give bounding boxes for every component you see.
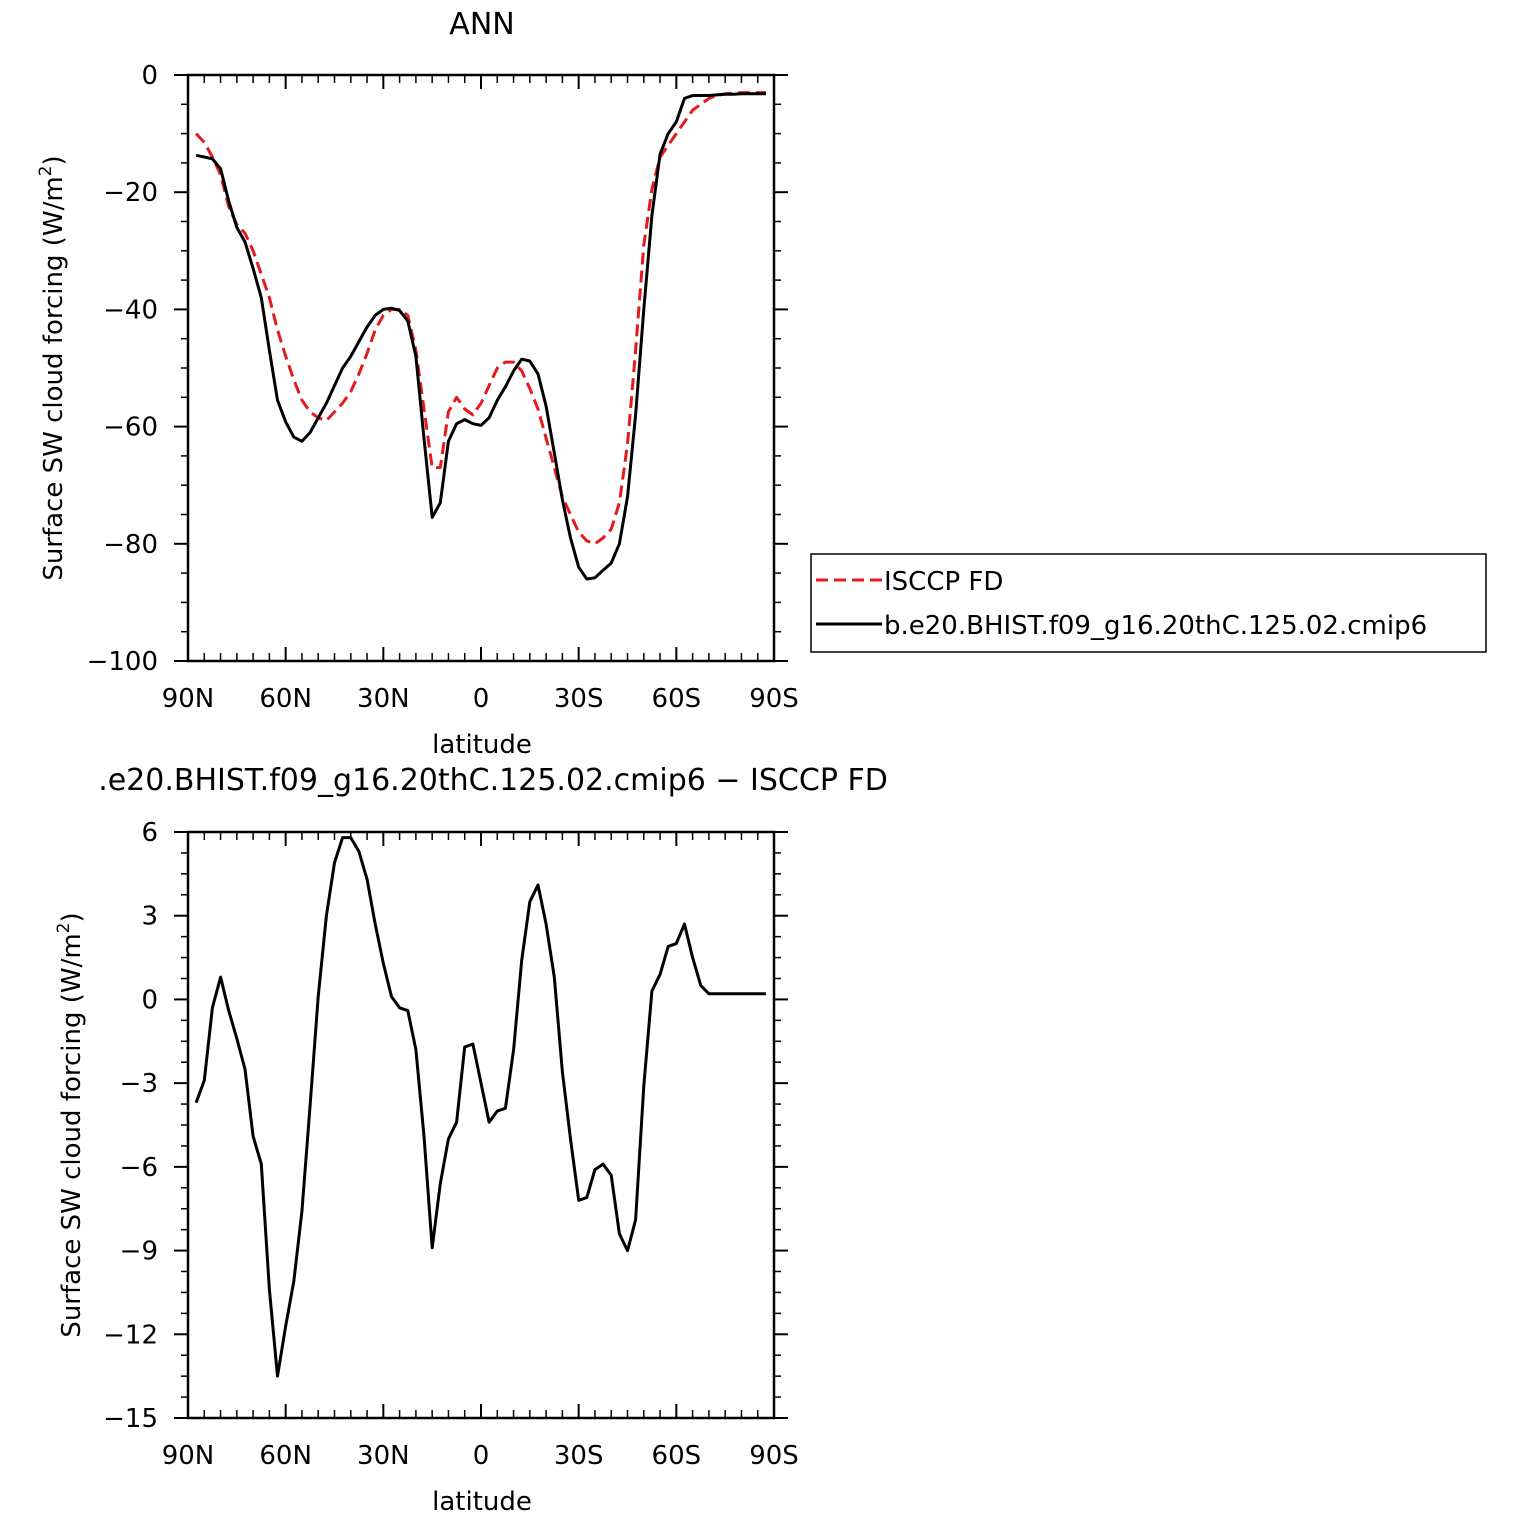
legend-label-model: b.e20.BHIST.f09_g16.20thC.125.02.cmip6	[884, 611, 1427, 641]
top-chart-y-tick-label: −80	[103, 530, 158, 560]
bottom-chart-y-axis-label-main: Surface SW cloud forcing (W/m	[57, 933, 87, 1337]
top-chart-y-axis-label-sup: 2	[36, 165, 56, 176]
bottom-chart-plot-frame	[188, 832, 774, 1418]
top-chart-y-axis-label: Surface SW cloud forcing (W/m2)	[36, 155, 69, 580]
top-chart-y-tick-label: 0	[141, 61, 158, 91]
bottom-chart-y-tick-label: 3	[141, 902, 158, 932]
top-chart-y-tick-label: −20	[103, 178, 158, 208]
top-chart-y-tick-label: −100	[87, 647, 158, 677]
bottom-chart-y-axis-label-sup: 2	[54, 922, 74, 933]
bottom-chart-series-group	[196, 838, 766, 1377]
bottom-chart-x-tick-label: 90N	[162, 1441, 215, 1471]
top-chart-x-tick-label: 90S	[749, 684, 799, 714]
top-chart-x-tick-label: 30N	[357, 684, 410, 714]
bottom-chart-y-tick-label: −6	[120, 1153, 158, 1183]
top-chart-title: ANN	[449, 7, 514, 42]
bottom-chart-panel: .e20.BHIST.f09_g16.20thC.125.02.cmip6 − …	[54, 763, 888, 1517]
bottom-chart-y-tick-label: 0	[141, 985, 158, 1015]
bottom-chart-x-tick-label: 60S	[652, 1441, 702, 1471]
legend: ISCCP FD b.e20.BHIST.f09_g16.20thC.125.0…	[811, 554, 1486, 652]
bottom-chart-y-tick-label: −9	[120, 1237, 158, 1267]
top-chart-x-tick-label: 60S	[652, 684, 702, 714]
bottom-chart-axes: 90N 60N 30N 0 30S 60S 90S 6 3 0 −3 −6 −9 −12 −15	[103, 818, 799, 1471]
top-chart-plot-frame	[188, 75, 774, 661]
bottom-chart-x-axis-label: latitude	[432, 1487, 532, 1517]
bottom-chart-y-tick-label: −12	[103, 1320, 158, 1350]
top-chart-y-axis-label-close: )	[39, 155, 69, 165]
bottom-chart-x-tick-label: 0	[473, 1441, 490, 1471]
bottom-chart-series-line-0	[196, 838, 766, 1377]
top-chart-series-group	[196, 93, 766, 579]
top-chart-panel: ANN 90N 60N 30N 0 30S 60S 90S 0 −20 −40 −60 −80 −100…	[36, 7, 799, 760]
top-chart-x-tick-label: 90N	[162, 684, 215, 714]
bottom-chart-y-axis-label: Surface SW cloud forcing (W/m2)	[54, 912, 87, 1337]
bottom-chart-y-tick-label: −15	[103, 1404, 158, 1434]
top-chart-axes: 90N 60N 30N 0 30S 60S 90S 0 −20 −40 −60 −80 −100	[87, 61, 799, 714]
bottom-chart-y-axis-label-close: )	[57, 912, 87, 922]
top-chart-x-axis-label: latitude	[432, 730, 532, 760]
top-chart-series-line-0	[196, 93, 766, 544]
bottom-chart-x-tick-label: 60N	[259, 1441, 312, 1471]
bottom-chart-y-tick-label: 6	[141, 818, 158, 848]
bottom-chart-y-tick-label: −3	[120, 1069, 158, 1099]
bottom-chart-x-tick-label: 30N	[357, 1441, 410, 1471]
top-chart-x-tick-label: 30S	[554, 684, 604, 714]
top-chart-y-axis-label-main: Surface SW cloud forcing (W/m	[39, 176, 69, 580]
bottom-chart-title: .e20.BHIST.f09_g16.20thC.125.02.cmip6 − …	[98, 763, 888, 798]
top-chart-x-tick-label: 0	[473, 684, 490, 714]
bottom-chart-x-tick-label: 90S	[749, 1441, 799, 1471]
bottom-chart-x-tick-label: 30S	[554, 1441, 604, 1471]
legend-label-isccp-fd: ISCCP FD	[884, 567, 1003, 597]
top-chart-y-tick-label: −60	[103, 413, 158, 443]
top-chart-x-tick-label: 60N	[259, 684, 312, 714]
top-chart-y-tick-label: −40	[103, 295, 158, 325]
top-chart-series-line-1	[196, 94, 766, 579]
